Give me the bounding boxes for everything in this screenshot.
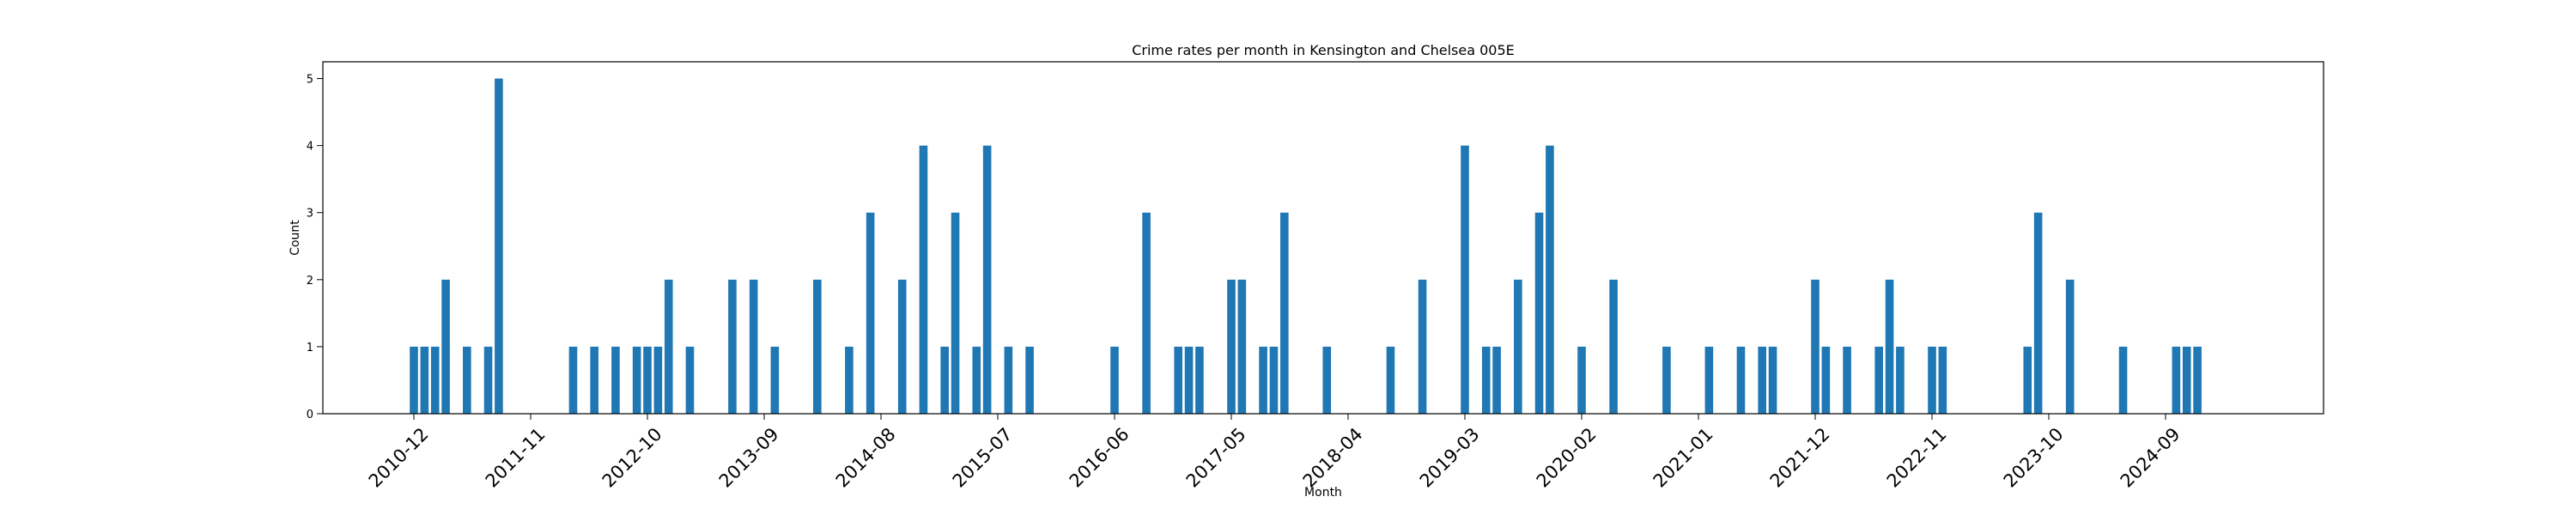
bar [1938,346,1947,414]
bar [1322,346,1332,414]
bar [643,346,652,414]
bar [972,346,981,414]
bar [2182,346,2191,414]
bar [1736,346,1746,414]
y-tick-label: 1 [307,342,313,354]
y-tick-label: 5 [307,74,313,87]
x-tick-label: 2022-11 [1883,424,1951,492]
bar [749,279,758,414]
x-tick-label: 2012-10 [598,424,666,492]
bar [611,346,620,414]
x-tick-label: 2011-11 [482,424,550,492]
bar [1142,212,1151,414]
y-axis-label: Count [289,220,302,256]
bar [495,78,503,415]
bar [590,346,598,414]
bar [1821,346,1831,414]
bar [1227,279,1236,414]
bar [1811,279,1820,414]
bar [2023,346,2032,414]
x-tick-label: 2021-01 [1649,424,1717,492]
bar [1025,346,1034,414]
plot-area: 0 1 2 3 4 5 2010-12 2011-11 2012-10 2013-09 2014-0… [307,74,2202,492]
x-tick-label: 2016-06 [1066,424,1133,492]
bar [1269,346,1279,414]
y-tick-label: 4 [307,141,313,154]
x-tick-label: 2024-09 [2117,424,2184,492]
y-tick-label: 2 [307,275,313,288]
x-tick-label: 2018-04 [1299,424,1367,492]
bar [653,346,663,414]
bar [1843,346,1851,414]
x-tick-label: 2021-12 [1766,424,1834,492]
bar [1195,346,1204,414]
bar [1704,346,1714,414]
bar [1461,145,1469,414]
bar [897,279,907,414]
bar [728,279,737,414]
bar [940,346,949,414]
bar [2118,346,2128,414]
bar [1768,346,1777,414]
x-tick-label: 2020-02 [1533,424,1601,492]
bar [1609,279,1618,414]
bar [463,346,471,414]
bar [1662,346,1671,414]
bar [1885,279,1894,414]
bar [919,145,928,414]
x-axis-label: Month [1304,486,1342,500]
bar [1004,346,1013,414]
bar [951,212,960,414]
bar [430,346,440,414]
bar [770,346,780,414]
x-tick-label: 2014-08 [832,424,900,492]
bar [483,346,493,414]
bar [685,346,695,414]
bar [2193,346,2202,414]
bar [1481,346,1491,414]
bar [1237,279,1247,414]
bar [1184,346,1194,414]
bar [410,346,418,414]
bar [1546,145,1554,414]
bar [1418,279,1427,414]
bar [1174,346,1182,414]
x-tick-label: 2023-10 [2000,424,2068,492]
bar [420,346,429,414]
bar [632,346,641,414]
x-tick-label: 2019-03 [1416,424,1484,492]
bar [568,346,578,414]
bar [1386,346,1395,414]
bar [1492,346,1501,414]
x-tick-label: 2013-09 [715,424,783,492]
plot-frame [322,61,2324,415]
bar [845,346,854,414]
bar [664,279,673,414]
bar [2065,279,2075,414]
y-tick-label: 3 [307,208,313,221]
x-tick-label: 2015-07 [949,424,1017,492]
bar [1758,346,1766,414]
x-tick-label: 2017-05 [1182,424,1250,492]
bar [866,212,875,414]
x-tick-label: 2010-12 [365,424,433,492]
bar [1874,346,1883,414]
bar [1259,346,1267,414]
bar [1577,346,1586,414]
y-tick-label: 0 [307,409,313,421]
bar [1928,346,1936,414]
bar [813,279,822,414]
bar [1110,346,1119,414]
bar [2033,212,2043,414]
chart-title: Crime rates per month in Kensington and … [1132,42,1515,58]
bar [2172,346,2181,414]
bar [1514,279,1522,414]
bar [1280,212,1289,414]
bar [1534,212,1544,414]
bar [982,145,992,414]
bar [1896,346,1905,414]
bar [441,279,450,414]
